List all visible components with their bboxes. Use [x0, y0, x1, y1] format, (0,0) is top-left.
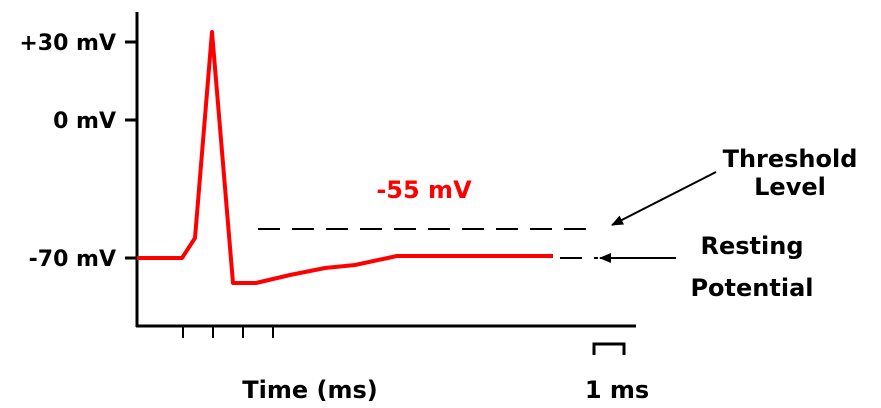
- scale-bar-label: 1 ms: [585, 376, 649, 404]
- scale-bar: [592, 342, 626, 355]
- threshold-level-label: Threshold: [723, 145, 858, 173]
- threshold-arrow: [611, 171, 717, 226]
- action-potential-trace: [137, 30, 553, 285]
- threshold-value-label: -55 mV: [376, 176, 472, 204]
- resting-potential-label: Resting: [700, 232, 803, 260]
- resting-potential-label: Potential: [690, 274, 813, 302]
- threshold-level-label: Level: [754, 173, 826, 201]
- y-label-minus70: -70 mV: [29, 247, 116, 272]
- y-label-zero: 0 mV: [53, 109, 116, 134]
- x-axis-label: Time (ms): [242, 376, 377, 404]
- y-label-plus30: +30 mV: [19, 31, 116, 56]
